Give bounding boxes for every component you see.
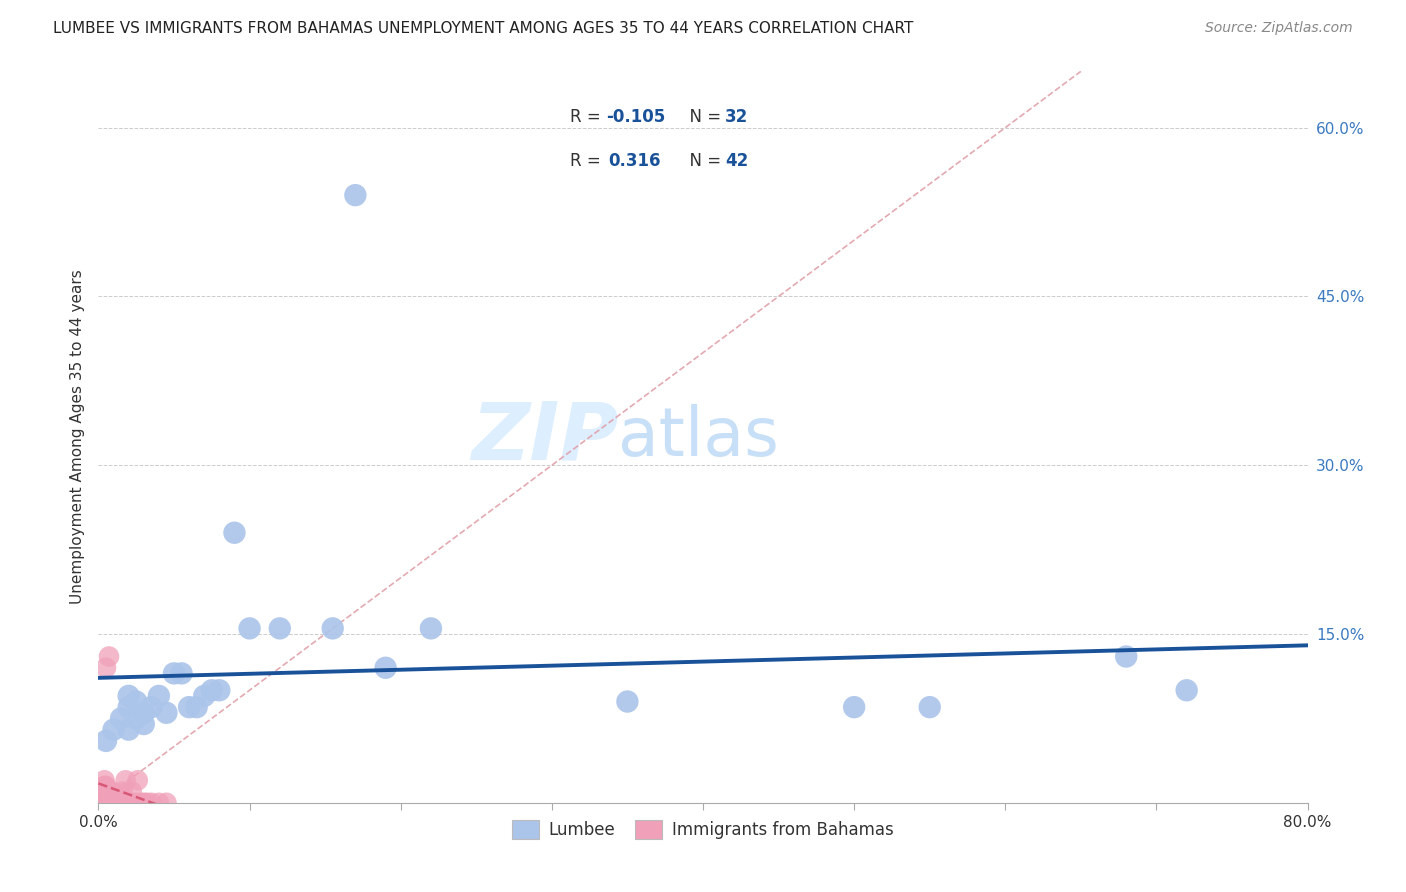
Point <box>118 700 141 714</box>
Point <box>132 706 155 720</box>
Point <box>96 790 118 805</box>
Point <box>616 694 638 708</box>
Point <box>91 784 114 798</box>
Point <box>100 796 122 810</box>
Point <box>141 796 163 810</box>
Point <box>322 621 344 635</box>
Point <box>114 773 136 788</box>
Point <box>91 796 114 810</box>
Point <box>124 796 146 810</box>
Point <box>148 689 170 703</box>
Point <box>93 796 115 810</box>
Point <box>155 796 177 810</box>
Point <box>93 773 115 788</box>
Text: ZIP: ZIP <box>471 398 619 476</box>
Point <box>125 694 148 708</box>
Point <box>239 621 262 635</box>
Point <box>101 784 124 798</box>
Point <box>135 796 157 810</box>
Point <box>179 700 201 714</box>
Point <box>94 784 117 798</box>
Point <box>103 796 125 810</box>
Point <box>101 796 124 810</box>
Text: 0.316: 0.316 <box>609 152 661 169</box>
Point <box>155 706 177 720</box>
Point <box>118 796 141 810</box>
Point <box>118 723 141 737</box>
Point <box>93 779 115 793</box>
Point <box>269 621 291 635</box>
Point <box>141 700 163 714</box>
Text: LUMBEE VS IMMIGRANTS FROM BAHAMAS UNEMPLOYMENT AMONG AGES 35 TO 44 YEARS CORRELA: LUMBEE VS IMMIGRANTS FROM BAHAMAS UNEMPL… <box>53 21 914 37</box>
Text: -0.105: -0.105 <box>606 108 665 126</box>
Point <box>374 661 396 675</box>
Point <box>94 790 117 805</box>
Point <box>110 711 132 725</box>
Point <box>170 666 193 681</box>
Point <box>98 649 121 664</box>
Text: atlas: atlas <box>619 404 779 470</box>
Point <box>132 796 155 810</box>
Point <box>1115 649 1137 664</box>
Text: N =: N = <box>679 152 725 169</box>
Point <box>93 790 115 805</box>
Point <box>208 683 231 698</box>
Point <box>100 790 122 805</box>
Text: R =: R = <box>569 152 612 169</box>
Point <box>148 796 170 810</box>
Text: N =: N = <box>679 108 725 126</box>
Point <box>94 661 117 675</box>
Text: R =: R = <box>569 108 606 126</box>
Legend: Lumbee, Immigrants from Bahamas: Lumbee, Immigrants from Bahamas <box>505 814 901 846</box>
Point <box>107 790 129 805</box>
Point <box>918 700 941 714</box>
Point <box>96 796 118 810</box>
Point <box>110 790 132 805</box>
Point <box>224 525 246 540</box>
Point <box>103 723 125 737</box>
Point <box>1175 683 1198 698</box>
Text: 42: 42 <box>724 152 748 169</box>
Point <box>186 700 208 714</box>
Point <box>111 784 134 798</box>
Point <box>110 796 132 810</box>
Point <box>94 796 117 810</box>
Point <box>127 773 149 788</box>
Y-axis label: Unemployment Among Ages 35 to 44 years: Unemployment Among Ages 35 to 44 years <box>70 269 86 605</box>
Point <box>844 700 866 714</box>
Point <box>129 796 152 810</box>
Point <box>125 711 148 725</box>
Point <box>103 790 125 805</box>
Point <box>118 689 141 703</box>
Point <box>163 666 186 681</box>
Point <box>121 784 143 798</box>
Point <box>420 621 443 635</box>
Point <box>132 717 155 731</box>
Point <box>94 779 117 793</box>
Point <box>98 796 121 810</box>
Point <box>98 790 121 805</box>
Point <box>201 683 224 698</box>
Point <box>96 784 118 798</box>
Point <box>112 796 135 810</box>
Text: Source: ZipAtlas.com: Source: ZipAtlas.com <box>1205 21 1353 36</box>
Point <box>91 790 114 805</box>
Point <box>193 689 215 703</box>
Point <box>105 796 128 810</box>
Text: 32: 32 <box>724 108 748 126</box>
Point <box>93 784 115 798</box>
Point <box>94 734 117 748</box>
Point <box>344 188 367 202</box>
